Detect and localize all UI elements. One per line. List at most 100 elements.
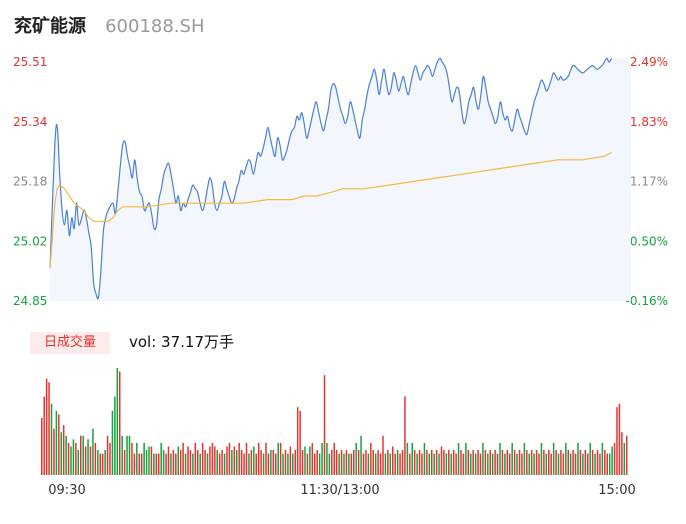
volume-bar [284,450,287,475]
volume-bar [521,453,523,475]
percent-tick-label: 2.49% [630,55,668,69]
volume-bar [579,450,582,475]
volume-bar [479,453,482,475]
volume-bar [338,453,340,475]
volume-bar [131,442,133,475]
stock-code: 600188.SH [105,16,205,37]
volume-bar [384,453,387,475]
percent-tick-label: 1.17% [630,175,668,189]
volume-tab[interactable]: 日成交量 [30,332,110,354]
volume-bar [221,450,223,475]
volume-bar [533,453,535,475]
volume-bar [214,446,216,475]
price-tick-label: 25.18 [13,175,47,189]
volume-bar [306,453,309,475]
price-line [49,57,613,300]
volume-bar [577,442,579,475]
volume-bar [543,450,545,475]
volume-bar [265,442,267,475]
volume-bar [606,453,608,475]
volume-bar [499,442,501,475]
volume-bar [618,403,621,475]
volume-bar [594,453,596,475]
volume-bar [418,450,421,475]
volume-bar [172,450,175,475]
price-area [50,58,631,302]
volume-bar [540,442,543,475]
volume-bar [314,453,316,475]
volume-bar [569,453,572,475]
volume-bar [116,368,119,475]
volume-bar [360,435,362,475]
average-price-line [49,151,612,269]
volume-bar [516,453,518,475]
volume-bar [175,453,177,475]
volume-bar [406,442,409,475]
volume-bar [587,453,589,475]
volume-bar [574,453,577,475]
volume-bar [599,453,601,475]
volume-bar [421,453,423,475]
volume-bar [58,414,60,475]
volume-bar [53,428,55,475]
volume-bar [245,442,248,475]
volume-bar [84,446,87,475]
price-tick-label: 25.02 [13,234,47,248]
volume-readout: vol: 37.17万手 [129,333,234,351]
volume-bar [184,453,187,475]
volume-bar [77,450,80,475]
volume-bar [582,453,584,475]
volume-bar [316,450,318,475]
volume-bar [528,453,530,475]
volume-bar [282,453,284,475]
volume-bar [470,453,472,475]
volume-bar [143,442,145,475]
volume-bar [423,442,426,475]
volume-bar [162,450,165,475]
volume-bar [216,450,218,475]
volume-bar [270,450,272,475]
volume-bar [238,442,240,475]
volume-bar [45,378,48,475]
volume-bar [250,450,253,475]
volume-bar [482,442,484,475]
volume-bar [323,375,326,475]
volume-bar [287,453,289,475]
volume-bar [209,446,211,475]
volume-bar [350,453,353,475]
chart-header: 兖矿能源 600188.SH [14,12,205,40]
time-tick-label: 11:30/13:00 [300,483,379,498]
volume-bar [552,442,555,475]
volume-bar [601,442,604,475]
volume-bar [545,453,548,475]
volume-bar [289,446,292,475]
volume-bar [433,453,435,475]
volume-bar [218,453,221,475]
volume-bar [70,446,72,475]
volume-bar [255,453,257,475]
volume-bar [399,453,401,475]
volume-bar [509,453,511,475]
volume-bar [99,453,101,475]
volume-bar [243,453,245,475]
volume-bar [452,450,455,475]
volume-bar [438,453,440,475]
volume-bar [106,435,109,475]
volume-bar [187,446,189,475]
volume-bar [555,450,557,475]
volume-bar [496,453,499,475]
volume-bar [253,446,255,475]
volume-bar [462,453,465,475]
volume-bar [523,442,526,475]
volume-bar [311,442,314,475]
volume-bar [426,450,428,475]
volume-bar [318,453,321,475]
volume-bar [530,450,533,475]
volume-bar [450,453,452,475]
volume-bar [340,450,343,475]
volume-bar [94,442,97,475]
volume-bar [201,442,204,475]
volume-bar [565,442,567,475]
volume-bar [353,450,355,475]
